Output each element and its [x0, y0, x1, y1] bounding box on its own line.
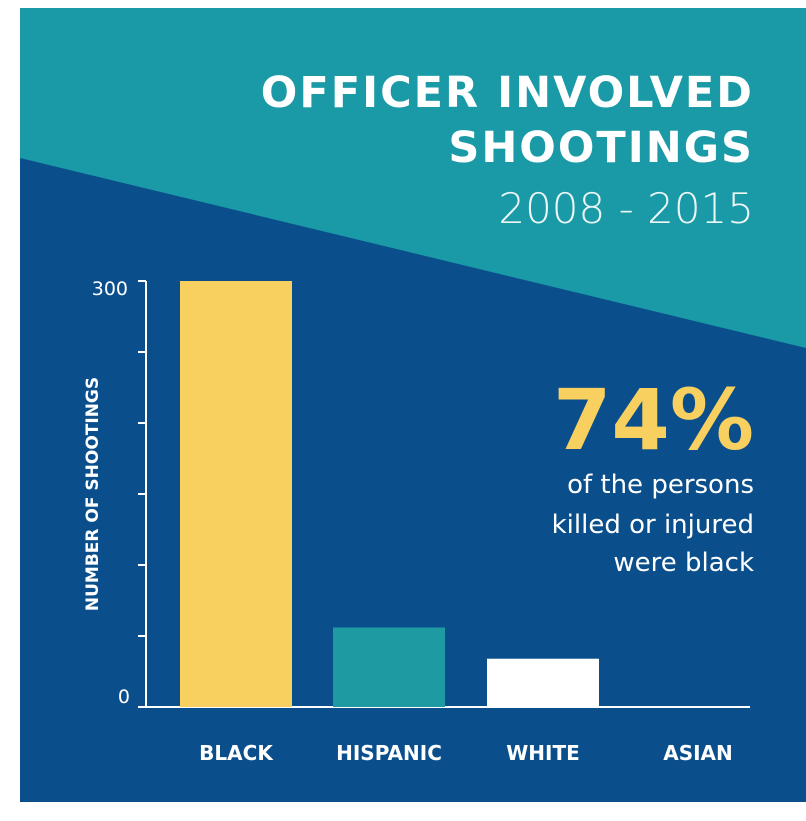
highlight-text-line-1: of the persons [567, 470, 754, 500]
x-tick-label-hispanic: HISPANIC [336, 741, 442, 765]
x-tick-label-asian: ASIAN [663, 741, 733, 765]
y-axis-title: NUMBER OF SHOOTINGS [83, 377, 103, 611]
y-tick-label-max: 300 [92, 278, 128, 300]
subtitle-years: 2008 - 2015 [498, 184, 754, 233]
title-line-2: SHOOTINGS [448, 123, 754, 173]
bar-black [180, 281, 292, 707]
x-tick-label-black: BLACK [199, 741, 274, 765]
highlight-percentage: 74% [552, 371, 754, 469]
teal-diagonal-band [20, 8, 806, 348]
highlight-text-line-3: were black [613, 548, 754, 578]
y-tick-label-min: 0 [118, 686, 130, 708]
bar-white [487, 658, 599, 707]
x-tick-label-white: WHITE [506, 741, 580, 765]
bar-hispanic [333, 627, 445, 707]
bar-chart: 0 300 NUMBER OF SHOOTINGS BLACK HISPANIC WHIT… [83, 278, 750, 765]
infographic-panel: OFFICER INVOLVED SHOOTINGS 2008 - 2015 7… [20, 8, 806, 802]
title-line-1: OFFICER INVOLVED [260, 68, 754, 118]
highlight-text-line-2: killed or injured [551, 510, 754, 540]
